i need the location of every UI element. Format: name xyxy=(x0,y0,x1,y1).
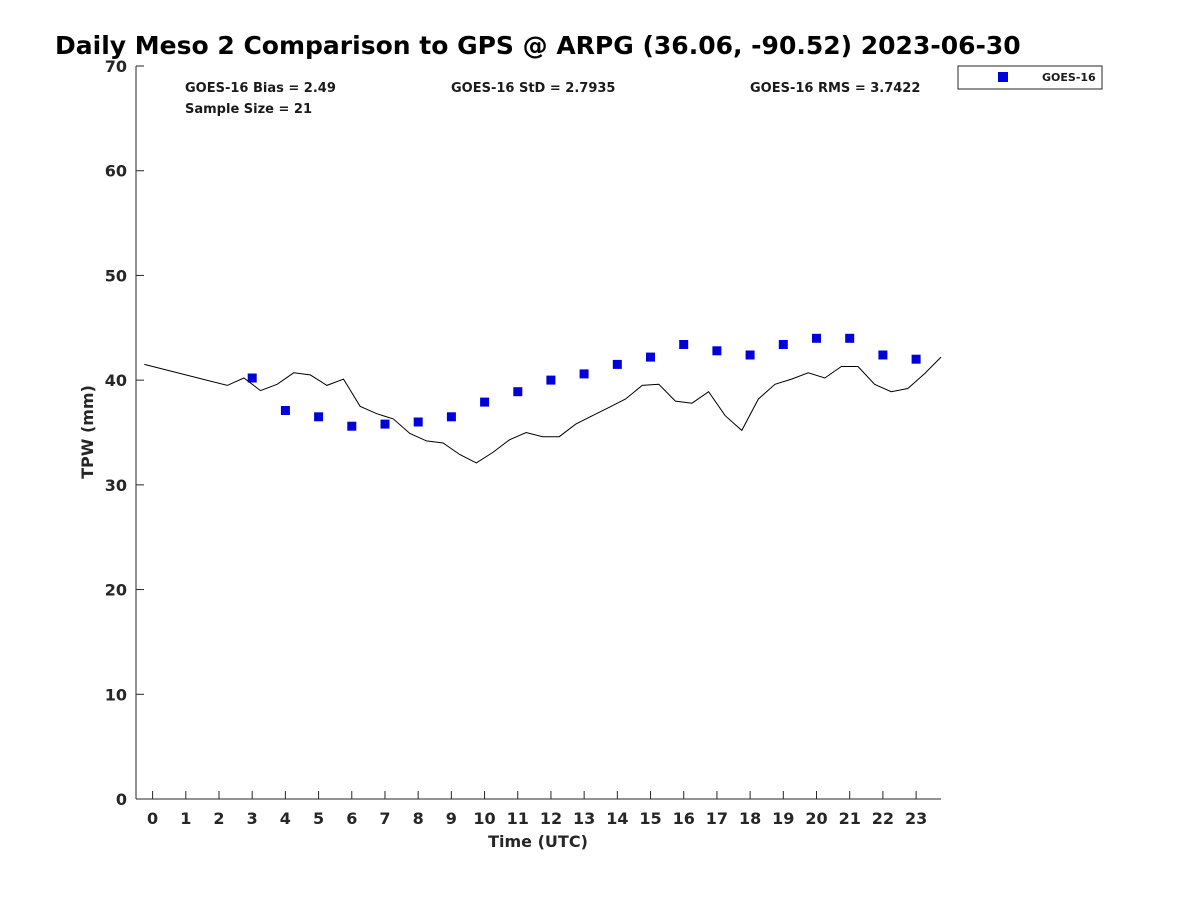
y-tick-label: 70 xyxy=(105,57,127,76)
goes16-point xyxy=(247,373,257,383)
plot-background xyxy=(136,66,941,799)
x-tick-label: 0 xyxy=(147,809,158,828)
goes16-point xyxy=(280,406,290,415)
legend-label-goes16: GOES-16 xyxy=(1042,71,1096,84)
x-tick-label: 13 xyxy=(573,809,595,828)
x-axis-ticks: 0 1 2 3 4 5 6 7 8 9 10 11 12 13 14 15 16 17 18 19 20 21 22 23 xyxy=(147,791,927,828)
goes16-point xyxy=(347,421,357,431)
goes16-point xyxy=(579,369,589,379)
stats-annotations: GOES-16 Bias = 2.49 GOES-16 StD = 2.7935… xyxy=(185,81,920,117)
legend-marker-goes16 xyxy=(998,72,1008,82)
x-tick-label: 10 xyxy=(473,809,495,828)
x-tick-label: 21 xyxy=(839,809,861,828)
goes16-point xyxy=(812,333,821,343)
series-layer xyxy=(144,333,942,464)
goes16-point xyxy=(679,340,689,349)
goes16-point xyxy=(646,352,655,362)
goes16-point xyxy=(446,412,456,422)
y-tick-label: 60 xyxy=(105,162,127,181)
legend: GOES-16 xyxy=(957,65,1103,90)
stat-std: GOES-16 StD = 2.7935 xyxy=(451,81,615,96)
x-axis-label: Time (UTC) xyxy=(488,832,588,851)
goes16-point xyxy=(314,412,324,422)
x-tick-label: 1 xyxy=(180,809,191,828)
x-tick-label: 3 xyxy=(247,809,258,828)
x-tick-label: 23 xyxy=(905,809,927,828)
x-tick-label: 14 xyxy=(606,809,628,828)
y-tick-label: 50 xyxy=(105,266,127,285)
goes16-point xyxy=(778,340,788,349)
y-axis-ticks: 0 10 20 30 40 50 60 70 xyxy=(105,57,144,809)
plot-area xyxy=(135,66,941,800)
stat-sample-size: Sample Size = 21 xyxy=(185,102,312,117)
x-tick-label: 7 xyxy=(379,809,390,828)
stat-bias: GOES-16 Bias = 2.49 xyxy=(185,81,336,96)
goes16-point xyxy=(745,350,755,360)
goes16-point xyxy=(513,387,523,397)
y-tick-label: 30 xyxy=(105,476,127,495)
goes16-point xyxy=(612,359,622,369)
x-tick-label: 15 xyxy=(639,809,661,828)
x-tick-label: 16 xyxy=(673,809,695,828)
chart-title: Daily Meso 2 Comparison to GPS @ ARPG (3… xyxy=(55,31,1021,60)
x-tick-label: 9 xyxy=(446,809,457,828)
x-tick-label: 22 xyxy=(872,809,894,828)
legend-box xyxy=(957,65,1103,90)
goes16-point xyxy=(546,375,556,385)
x-tick-label: 6 xyxy=(346,809,357,828)
y-tick-label: 20 xyxy=(105,581,127,600)
x-tick-label: 4 xyxy=(280,809,291,828)
x-tick-label: 8 xyxy=(413,809,424,828)
goes16-point xyxy=(413,417,423,427)
goes16-point xyxy=(845,333,855,343)
goes16-point xyxy=(480,397,490,407)
goes16-point xyxy=(911,354,921,364)
gps-line xyxy=(144,356,942,464)
x-tick-label: 19 xyxy=(772,809,794,828)
y-axis-label: TPW (mm) xyxy=(78,385,97,479)
x-tick-label: 17 xyxy=(706,809,728,828)
x-tick-label: 18 xyxy=(739,809,761,828)
x-tick-label: 2 xyxy=(213,809,224,828)
y-tick-label: 10 xyxy=(105,685,127,704)
x-tick-label: 11 xyxy=(507,809,529,828)
x-tick-label: 5 xyxy=(313,809,324,828)
goes16-point xyxy=(712,346,722,356)
x-tick-label: 12 xyxy=(540,809,562,828)
goes16-point xyxy=(878,350,888,360)
y-tick-label: 40 xyxy=(105,371,127,390)
x-tick-label: 20 xyxy=(805,809,827,828)
y-tick-label: 0 xyxy=(116,790,127,809)
goes16-point xyxy=(380,419,390,429)
stat-rms: GOES-16 RMS = 3.7422 xyxy=(750,81,920,96)
